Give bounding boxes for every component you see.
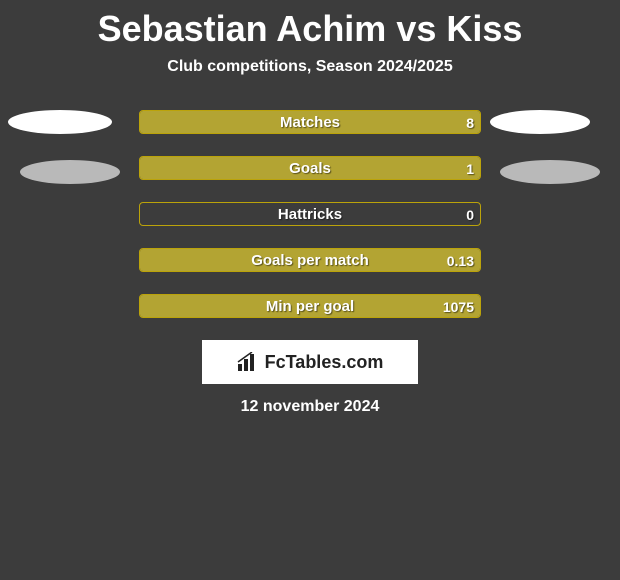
logo-text: FcTables.com — [265, 352, 384, 373]
bar-label: Min per goal — [140, 295, 480, 319]
bar-container: Min per goal1075 — [139, 294, 481, 318]
bar-container: Hattricks0 — [139, 202, 481, 226]
bar-container: Matches8 — [139, 110, 481, 134]
bar-value-right: 0 — [466, 203, 474, 227]
stat-row: Matches8 — [0, 110, 620, 134]
stat-row: Hattricks0 — [0, 202, 620, 226]
bar-value-right: 1075 — [443, 295, 474, 319]
chart-area: Matches8Goals1Hattricks0Goals per match0… — [0, 110, 620, 318]
bar-value-right: 8 — [466, 111, 474, 135]
bar-chart-icon — [237, 352, 259, 372]
bar-label: Hattricks — [140, 203, 480, 227]
bar-value-right: 1 — [466, 157, 474, 181]
stat-row: Goals1 — [0, 156, 620, 180]
bar-value-right: 0.13 — [447, 249, 474, 273]
bar-label: Goals — [140, 157, 480, 181]
bar-label: Matches — [140, 111, 480, 135]
bar-container: Goals1 — [139, 156, 481, 180]
date-text: 12 november 2024 — [0, 398, 620, 416]
bar-label: Goals per match — [140, 249, 480, 273]
subtitle: Club competitions, Season 2024/2025 — [0, 58, 620, 76]
bar-container: Goals per match0.13 — [139, 248, 481, 272]
stat-row: Goals per match0.13 — [0, 248, 620, 272]
page-title: Sebastian Achim vs Kiss — [0, 0, 620, 50]
stat-row: Min per goal1075 — [0, 294, 620, 318]
fctables-logo[interactable]: FcTables.com — [202, 340, 418, 384]
